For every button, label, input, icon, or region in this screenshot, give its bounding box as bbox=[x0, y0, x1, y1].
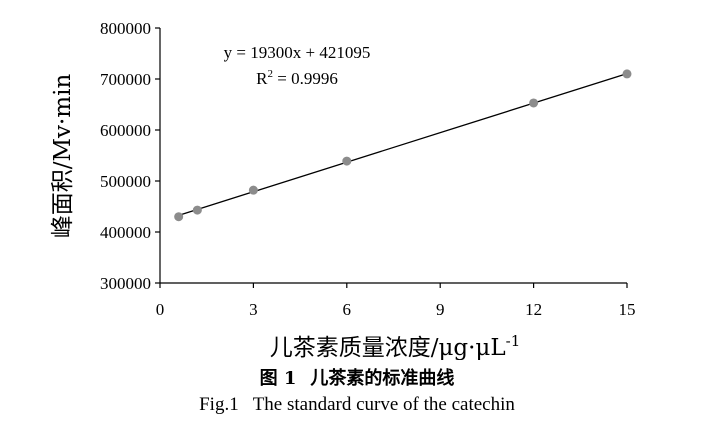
y-tick-label: 300000 bbox=[100, 274, 151, 293]
y-ticks: 300000 400000 500000 600000 700000 800000 bbox=[100, 19, 160, 293]
figure-title-english: The standard curve of the catechin bbox=[252, 394, 515, 415]
data-points bbox=[174, 69, 632, 222]
figure-number-chinese: 图 1 bbox=[259, 368, 297, 389]
data-point bbox=[622, 69, 632, 79]
y-tick-label: 600000 bbox=[100, 121, 151, 140]
trendline bbox=[178, 72, 628, 216]
data-point bbox=[174, 212, 184, 222]
y-tick-label: 800000 bbox=[100, 19, 151, 38]
data-point bbox=[192, 205, 202, 215]
figure-caption-chinese: 图 1 儿茶素的标准曲线 bbox=[0, 364, 714, 390]
x-tick-label: 9 bbox=[436, 300, 445, 319]
x-tick-label: 6 bbox=[343, 300, 352, 319]
x-tick-label: 15 bbox=[619, 300, 636, 319]
data-point bbox=[248, 185, 258, 195]
x-tick-label: 3 bbox=[249, 300, 258, 319]
y-tick-label: 500000 bbox=[100, 172, 151, 191]
figure-number-english: Fig.1 bbox=[199, 394, 239, 415]
figure-title-chinese: 儿茶素的标准曲线 bbox=[310, 368, 455, 389]
axes bbox=[159, 28, 627, 284]
y-tick-label: 400000 bbox=[100, 223, 151, 242]
x-axis-label: 儿茶素质量浓度/μg·μL-1 bbox=[270, 332, 521, 360]
x-tick-label: 0 bbox=[156, 300, 165, 319]
y-tick-label: 700000 bbox=[100, 70, 151, 89]
data-point bbox=[342, 156, 352, 166]
x-ticks: 0 3 6 9 12 15 bbox=[156, 283, 636, 319]
x-tick-label: 12 bbox=[525, 300, 542, 319]
equation-label: y = 19300x + 421095 bbox=[224, 43, 371, 62]
data-point bbox=[529, 98, 539, 108]
r-squared-label: R2 = 0.9996 bbox=[256, 68, 338, 88]
chart: 300000 400000 500000 600000 700000 800000 0 3 6… bbox=[50, 19, 636, 360]
y-axis-label: 峰面积/Mv·min bbox=[50, 74, 76, 239]
figure-caption-english: Fig.1 The standard curve of the catechin bbox=[0, 394, 714, 416]
